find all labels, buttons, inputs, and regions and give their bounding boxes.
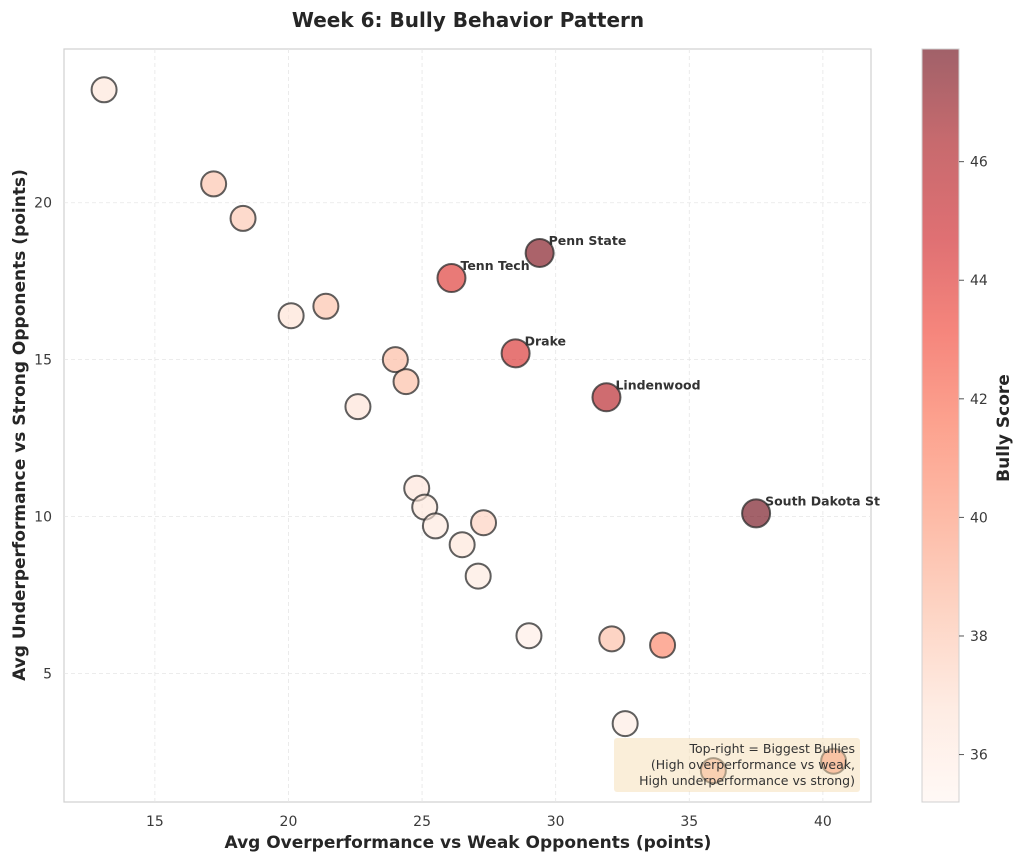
x-tick-label: 30 [547, 814, 565, 830]
x-tick-label: 40 [814, 814, 832, 830]
point-label: Penn State [549, 233, 627, 248]
colorbar-gradient [921, 48, 960, 803]
annotation-line-3: High underperformance vs strong) [639, 773, 855, 788]
data-point [448, 531, 476, 559]
chart-title: Week 6: Bully Behavior Pattern [292, 8, 644, 32]
point-labels: Tenn Tech Penn State Drake Lindenwood South … [460, 233, 879, 508]
annotation-line-1: Top-right = Biggest Bullies [688, 741, 855, 756]
colorbar-tick-label: 36 [970, 748, 988, 764]
annotation-line-2: (High overperformance vs weak, [651, 757, 855, 772]
data-point [598, 625, 626, 653]
y-tick-label: 20 [34, 196, 52, 212]
point-label: Drake [525, 333, 566, 348]
data-point [649, 631, 677, 659]
data-point-lindenwood [591, 382, 622, 413]
data-point-tenn-tech [436, 263, 467, 294]
colorbar-tick-label: 42 [970, 392, 988, 408]
point-label: Lindenwood [615, 377, 700, 392]
data-point-penn-state [524, 237, 555, 268]
colorbar-tick-label: 38 [970, 629, 988, 645]
y-tick-label: 10 [34, 509, 52, 525]
data-point [464, 562, 492, 590]
annotation-box: Top-right = Biggest Bullies (High overpe… [614, 738, 860, 792]
data-point [381, 346, 409, 374]
x-tick-label: 20 [280, 814, 298, 830]
x-axis-ticks: 15 20 25 30 35 40 [146, 814, 832, 830]
data-point [229, 204, 257, 232]
x-tick-label: 15 [146, 814, 164, 830]
colorbar: 36 38 40 42 44 46 Bully Score [921, 48, 1014, 803]
data-point [392, 368, 420, 396]
data-point [611, 710, 639, 738]
colorbar-tick-label: 44 [970, 273, 988, 289]
data-point [200, 170, 228, 198]
data-point [421, 512, 449, 540]
data-point [470, 509, 498, 537]
x-axis-label: Avg Overperformance vs Weak Opponents (p… [225, 833, 712, 853]
colorbar-tick-label: 46 [970, 155, 988, 171]
data-point [90, 76, 118, 104]
colorbar-tick-label: 40 [970, 510, 988, 526]
y-axis-label: Avg Underperformance vs Strong Opponents… [10, 169, 30, 681]
colorbar-label: Bully Score [994, 374, 1014, 482]
point-label: South Dakota St [765, 493, 880, 508]
colorbar-ticks: 36 38 40 42 44 46 [959, 155, 988, 764]
annotation-background [614, 738, 860, 792]
y-tick-label: 15 [34, 353, 52, 369]
point-label: Tenn Tech [460, 258, 529, 273]
y-axis-ticks: 5 10 15 20 [34, 196, 52, 683]
y-tick-label: 5 [43, 666, 52, 682]
x-tick-label: 25 [413, 814, 431, 830]
plot-area [63, 48, 872, 803]
data-point [277, 302, 305, 330]
data-point [344, 393, 372, 421]
data-point [515, 622, 543, 650]
x-tick-label: 35 [680, 814, 698, 830]
data-point-drake [500, 338, 531, 369]
grid [64, 49, 871, 802]
data-point [312, 292, 340, 320]
data-point-south-dakota-st [741, 498, 772, 529]
